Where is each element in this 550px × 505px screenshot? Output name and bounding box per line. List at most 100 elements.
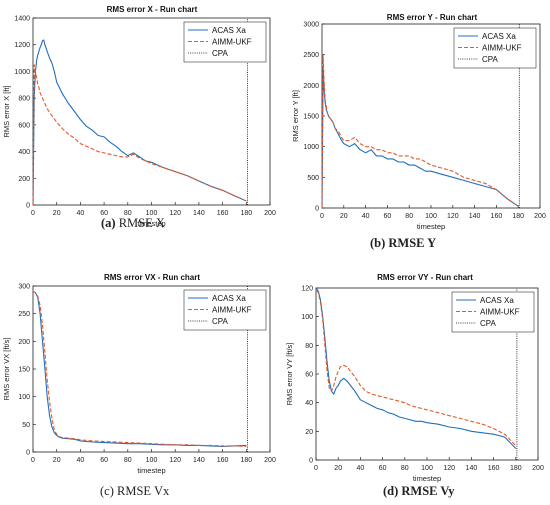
legend: ACAS Xa AIMM-UKF CPA — [183, 21, 267, 63]
series-line-aimm-ukf — [32, 64, 247, 206]
x-tick-label: 200 — [534, 213, 546, 220]
caption-b-text: RMSE Y — [388, 236, 437, 250]
chart-c: 0 20 40 60 80 100 120 140 160 180 200 0 50 100 150 200 2… — [2, 273, 276, 475]
y-tick-label: 0 — [26, 450, 30, 457]
legend-label: CPA — [482, 55, 499, 64]
x-tick-label: 0 — [31, 210, 35, 217]
y-tick-label: 50 — [22, 422, 30, 429]
x-tick-label: 160 — [491, 213, 503, 220]
y-axis-label: RMS error VY [ft/s] — [285, 343, 294, 406]
caption-a-label: (a) — [101, 216, 116, 230]
y-tick-label: 3000 — [303, 22, 319, 29]
y-tick-label: 500 — [307, 175, 319, 182]
x-tick-label: 160 — [217, 210, 229, 217]
x-axis-label: timestep — [137, 219, 165, 228]
x-tick-label: 180 — [240, 457, 252, 464]
chart-title: RMS error VX - Run chart — [104, 273, 200, 282]
x-tick-label: 120 — [169, 210, 181, 217]
y-tick-label: 1000 — [14, 69, 30, 76]
legend-label: AIMM-UKF — [212, 38, 252, 47]
y-tick-label: 0 — [309, 458, 313, 465]
y-tick-label: 0 — [315, 206, 319, 213]
x-tick-label: 200 — [264, 210, 276, 217]
x-tick-label: 120 — [169, 457, 181, 464]
caption-c-label: (c) — [100, 484, 114, 498]
x-tick-label: 20 — [340, 213, 348, 220]
legend: ACAS Xa AIMM-UKF CPA — [451, 291, 535, 333]
series-line-acas-xa — [315, 287, 517, 449]
y-tick-label: 2000 — [303, 83, 319, 90]
chart-title: RMS error X - Run chart — [107, 5, 198, 14]
series-line-aimm-ukf — [32, 291, 247, 448]
legend-label: ACAS Xa — [212, 26, 246, 35]
x-axis-label: timestep — [417, 222, 445, 231]
chart-b: 0 20 40 60 80 100 120 140 160 180 2000500100015002… — [291, 13, 546, 231]
x-tick-label: 100 — [421, 465, 433, 472]
y-tick-label: 250 — [18, 311, 30, 318]
x-tick-label: 80 — [401, 465, 409, 472]
x-tick-label: 60 — [100, 457, 108, 464]
x-tick-label: 20 — [53, 210, 61, 217]
y-tick-label: 300 — [18, 284, 30, 291]
legend-label: ACAS Xa — [482, 32, 516, 41]
y-tick-label: 200 — [18, 176, 30, 183]
y-tick-label: 150 — [18, 367, 30, 374]
x-tick-label: 180 — [510, 465, 522, 472]
caption-a: (a) RMSE X — [101, 216, 165, 231]
x-tick-label: 200 — [264, 457, 276, 464]
legend-label: CPA — [212, 49, 229, 58]
legend-label: AIMM-UKF — [212, 306, 252, 315]
chart-title: RMS error Y - Run chart — [387, 13, 478, 22]
x-tick-label: 40 — [357, 465, 365, 472]
x-tick-label: 140 — [193, 457, 205, 464]
x-tick-label: 160 — [217, 457, 229, 464]
y-tick-label: 200 — [18, 339, 30, 346]
caption-c-text: RMSE Vx — [117, 484, 170, 498]
caption-d-label: (d) — [383, 484, 399, 498]
legend-label: ACAS Xa — [480, 296, 514, 305]
legend-label: AIMM-UKF — [482, 44, 522, 53]
x-tick-label: 0 — [314, 465, 318, 472]
legend: ACAS Xa AIMM-UKF CPA — [183, 289, 267, 331]
x-axis-label: timestep — [137, 466, 165, 475]
y-axis-label: RMS error X [ft] — [2, 85, 11, 137]
x-tick-label: 20 — [53, 457, 61, 464]
x-tick-label: 100 — [425, 213, 437, 220]
caption-c: (c) RMSE Vx — [100, 484, 169, 499]
caption-b: (b) RMSE Y — [370, 236, 436, 251]
x-tick-label: 140 — [469, 213, 481, 220]
x-tick-label: 0 — [31, 457, 35, 464]
caption-d-text: RMSE Vy — [401, 484, 455, 498]
y-tick-label: 40 — [305, 400, 313, 407]
legend-label: AIMM-UKF — [480, 308, 520, 317]
y-axis-label: RMS error Y [ft] — [291, 90, 300, 142]
x-tick-label: 140 — [193, 210, 205, 217]
x-tick-label: 60 — [100, 210, 108, 217]
y-tick-label: 20 — [305, 429, 313, 436]
x-tick-label: 140 — [466, 465, 478, 472]
x-tick-label: 60 — [379, 465, 387, 472]
x-tick-label: 120 — [447, 213, 459, 220]
y-tick-label: 1500 — [303, 114, 319, 121]
chart-a: 0 20 40 60 80 100 120 140 160 180 200 0 200 400 600 800… — [2, 5, 276, 228]
caption-d: (d) RMSE Vy — [383, 484, 455, 499]
x-tick-label: 20 — [334, 465, 342, 472]
y-tick-label: 1200 — [14, 42, 30, 49]
chart-d: 0 20 40 60 80 100 120 140 160 180 200 0 20 40 60 80 100 1… — [285, 273, 544, 483]
x-tick-label: 180 — [512, 213, 524, 220]
caption-a-text: RMSE X — [118, 216, 165, 230]
x-tick-label: 120 — [443, 465, 455, 472]
caption-b-label: (b) — [370, 236, 386, 250]
y-tick-label: 80 — [305, 343, 313, 350]
series-line-aimm-ukf — [321, 54, 519, 209]
chart-title: RMS error VY - Run chart — [377, 273, 473, 282]
y-tick-label: 1400 — [14, 16, 30, 23]
x-tick-label: 40 — [362, 213, 370, 220]
x-tick-label: 60 — [384, 213, 392, 220]
x-tick-label: 80 — [124, 210, 132, 217]
x-tick-label: 40 — [77, 210, 85, 217]
y-tick-label: 100 — [301, 314, 313, 321]
x-tick-label: 180 — [240, 210, 252, 217]
series-line-aimm-ukf — [315, 290, 517, 447]
